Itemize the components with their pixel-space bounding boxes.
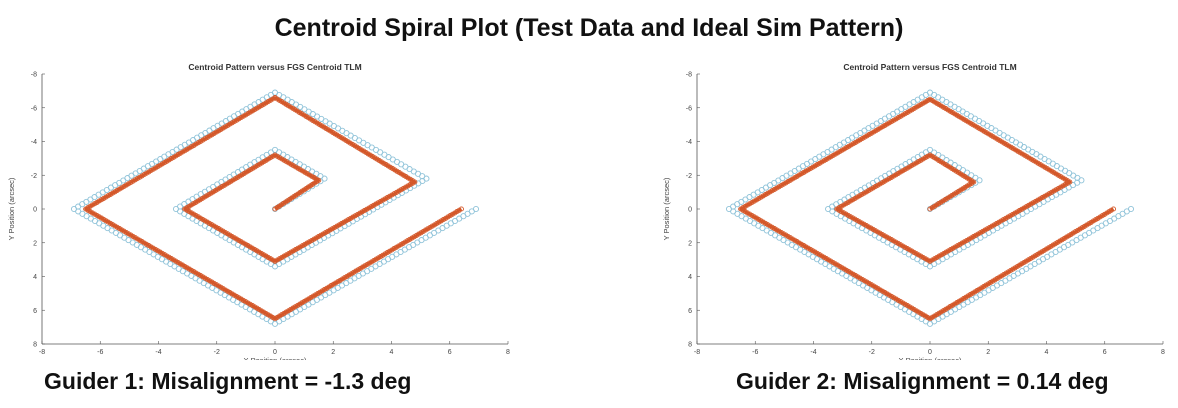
y-axis-label: Y Position (arcsec) [662, 177, 671, 240]
ideal-point [472, 205, 480, 213]
test-data-track [84, 96, 463, 321]
y-tick-label: 0 [688, 207, 692, 214]
x-tick-label: 6 [1103, 349, 1107, 356]
scatter-plot-guider-2: Centroid Pattern versus FGS Centroid TLM… [662, 62, 1165, 360]
y-tick-label: -2 [31, 173, 37, 180]
x-tick-label: -2 [869, 349, 875, 356]
ideal-point [1127, 205, 1135, 213]
y-tick-label: -4 [31, 139, 37, 146]
y-tick-label: 4 [688, 274, 692, 281]
y-tick-label: -2 [686, 173, 692, 180]
y-tick-label: 2 [33, 240, 37, 247]
y-tick-label: 8 [33, 342, 37, 349]
x-tick-label: 8 [506, 349, 510, 356]
y-tick-label: 2 [688, 240, 692, 247]
x-tick-label: 0 [273, 349, 277, 356]
y-tick-label: -4 [686, 139, 692, 146]
y-tick-label: 8 [688, 342, 692, 349]
test-point [458, 206, 464, 212]
plot-panel-guider-2: Centroid Pattern versus FGS Centroid TLM… [655, 60, 1175, 360]
x-tick-label: 6 [448, 349, 452, 356]
x-tick-label: -2 [214, 349, 220, 356]
main-title: Centroid Spiral Plot (Test Data and Idea… [274, 14, 904, 42]
x-tick-label: 4 [1045, 349, 1049, 356]
y-tick-label: 0 [33, 207, 37, 214]
y-tick-label: -8 [686, 72, 692, 79]
y-axis-label: Y Position (arcsec) [7, 177, 16, 240]
x-tick-label: 2 [986, 349, 990, 356]
y-tick-label: -6 [686, 105, 692, 112]
series-test-data [83, 95, 464, 322]
x-tick-label: -6 [752, 349, 758, 356]
caption-guider-2: Guider 2: Misalignment = 0.14 deg [736, 368, 1109, 394]
chart-title: Centroid Pattern versus FGS Centroid TLM [843, 62, 1016, 72]
caption-guider-1: Guider 1: Misalignment = -1.3 deg [44, 368, 412, 394]
y-tick-label: 4 [33, 274, 37, 281]
x-tick-label: 0 [928, 349, 932, 356]
scatter-plot-guider-1: Centroid Pattern versus FGS Centroid TLM… [7, 62, 510, 360]
chart-title: Centroid Pattern versus FGS Centroid TLM [188, 62, 361, 72]
test-point [1110, 206, 1117, 212]
x-tick-label: 8 [1161, 349, 1165, 356]
y-tick-label: 6 [688, 308, 692, 315]
x-tick-label: -6 [97, 349, 103, 356]
x-tick-label: 4 [390, 349, 394, 356]
x-tick-label: -4 [810, 349, 816, 356]
x-tick-label: -8 [694, 349, 700, 356]
y-tick-label: -8 [31, 72, 37, 79]
x-tick-label: 2 [331, 349, 335, 356]
y-tick-label: -6 [31, 105, 37, 112]
x-tick-label: -4 [155, 349, 161, 356]
x-axis-label: X Position (arcsec) [899, 356, 962, 360]
plot-panel-guider-1: Centroid Pattern versus FGS Centroid TLM… [0, 60, 520, 360]
x-axis-label: X Position (arcsec) [244, 356, 307, 360]
y-tick-label: 6 [33, 308, 37, 315]
x-tick-label: -8 [39, 349, 45, 356]
series-test-data [738, 96, 1117, 322]
